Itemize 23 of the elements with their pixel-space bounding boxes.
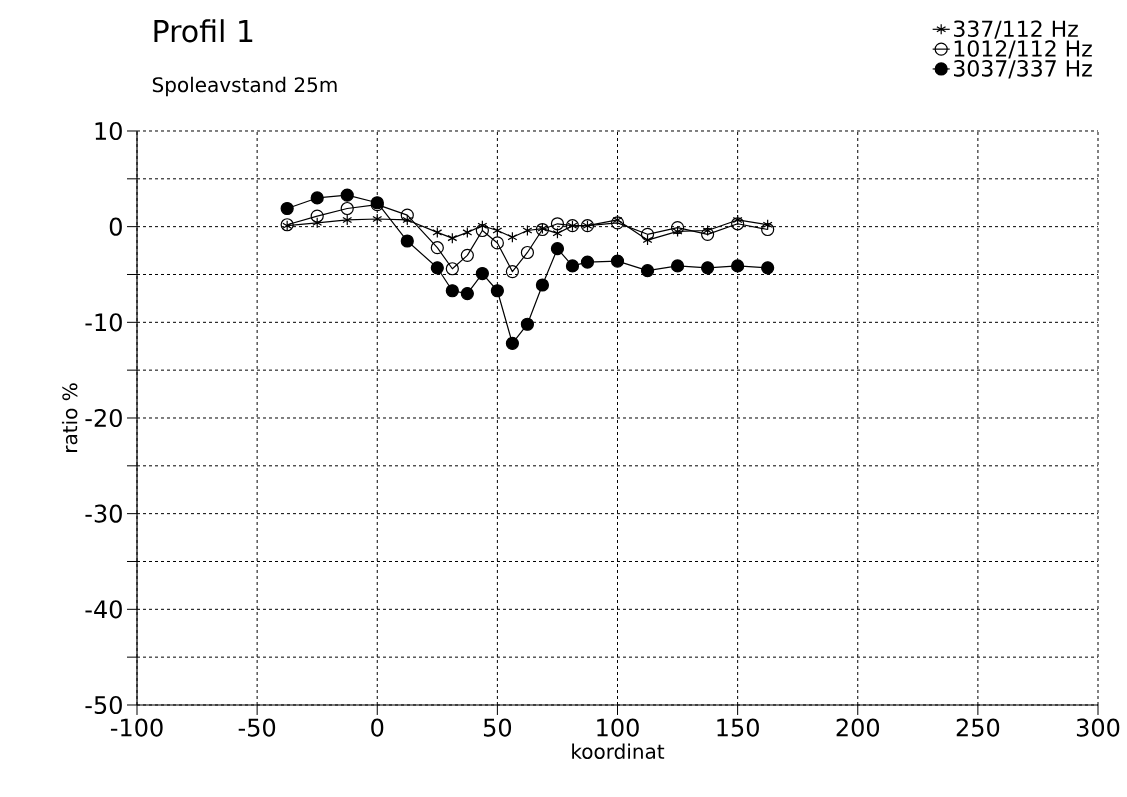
y-tick-label: -50	[85, 695, 122, 715]
x-tick-label: 150	[717, 718, 759, 737]
legend-label: 3037/337 Hz	[954, 60, 1092, 79]
x-axis-title: koordinat	[572, 743, 665, 760]
y-tick-label: -10	[85, 313, 122, 332]
legend-label: 1012/112 Hz	[954, 40, 1092, 59]
x-tick-label: 100	[597, 718, 639, 737]
legend-label: 337/112 Hz	[954, 20, 1078, 39]
x-tick-label: 200	[836, 718, 880, 737]
y-tick-label: -40	[85, 600, 122, 619]
x-tick-label: -50	[238, 718, 276, 737]
y-tick-label: 10	[95, 121, 122, 141]
x-tick-label: 0	[371, 718, 384, 737]
y-tick-label: -20	[85, 408, 122, 428]
y-tick-label: -30	[85, 504, 122, 523]
chart-subtitle: Spoleavstand 25m	[152, 76, 337, 97]
y-tick-label: 0	[109, 217, 122, 236]
x-tick-label: -100	[110, 718, 163, 737]
x-tick-label: 300	[1076, 718, 1120, 737]
x-tick-label: 50	[483, 718, 512, 737]
chart-title: Profil 1	[154, 19, 253, 43]
x-tick-label: 250	[956, 718, 1000, 737]
y-axis-title: ratio %	[61, 383, 78, 452]
